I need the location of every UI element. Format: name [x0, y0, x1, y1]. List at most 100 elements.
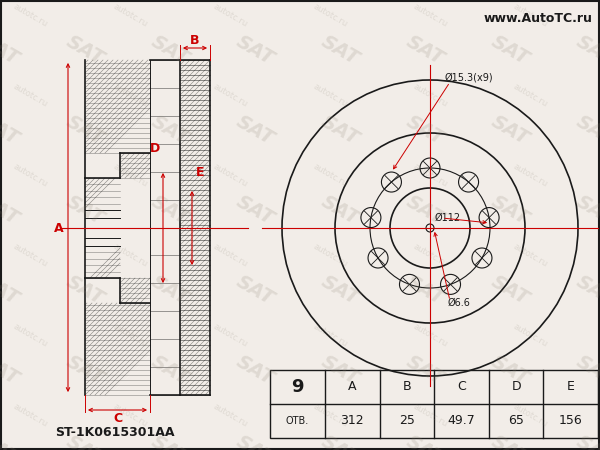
- Text: SAT: SAT: [0, 192, 22, 228]
- Text: 156: 156: [559, 414, 583, 428]
- Text: autotc.ru: autotc.ru: [211, 81, 249, 108]
- Text: 9: 9: [291, 378, 304, 396]
- Text: autotc.ru: autotc.ru: [211, 322, 249, 348]
- Text: SAT: SAT: [488, 272, 532, 308]
- Text: SAT: SAT: [0, 32, 22, 68]
- Text: SAT: SAT: [573, 112, 600, 148]
- Text: E: E: [196, 166, 204, 180]
- Text: D: D: [150, 141, 160, 154]
- Text: SAT: SAT: [318, 272, 362, 308]
- Text: A: A: [348, 381, 356, 393]
- Text: SAT: SAT: [233, 32, 277, 68]
- Text: 25: 25: [399, 414, 415, 428]
- Text: autotc.ru: autotc.ru: [211, 162, 249, 189]
- Text: autotc.ru: autotc.ru: [11, 242, 49, 269]
- Text: autotc.ru: autotc.ru: [11, 322, 49, 348]
- Text: SAT: SAT: [403, 112, 447, 148]
- Text: Ø6.6: Ø6.6: [448, 298, 471, 308]
- Text: autotc.ru: autotc.ru: [211, 242, 249, 269]
- Text: autotc.ru: autotc.ru: [511, 81, 549, 108]
- Text: autotc.ru: autotc.ru: [211, 1, 249, 28]
- Text: 65: 65: [508, 414, 524, 428]
- Text: autotc.ru: autotc.ru: [511, 1, 549, 28]
- Text: autotc.ru: autotc.ru: [411, 242, 449, 269]
- Text: SAT: SAT: [233, 432, 277, 450]
- Text: autotc.ru: autotc.ru: [11, 401, 49, 428]
- Text: SAT: SAT: [488, 32, 532, 68]
- Text: SAT: SAT: [233, 112, 277, 148]
- Text: SAT: SAT: [0, 112, 22, 148]
- Text: SAT: SAT: [233, 272, 277, 308]
- Text: SAT: SAT: [318, 32, 362, 68]
- Text: SAT: SAT: [318, 112, 362, 148]
- Text: SAT: SAT: [0, 272, 22, 308]
- Text: Ø15.3(x9): Ø15.3(x9): [445, 72, 494, 82]
- Text: SAT: SAT: [63, 192, 107, 228]
- Text: autotc.ru: autotc.ru: [311, 1, 349, 28]
- Text: SAT: SAT: [148, 432, 192, 450]
- Text: SAT: SAT: [488, 432, 532, 450]
- Text: C: C: [113, 413, 122, 426]
- Text: autotc.ru: autotc.ru: [111, 401, 149, 428]
- Text: C: C: [457, 381, 466, 393]
- Text: autotc.ru: autotc.ru: [111, 81, 149, 108]
- Text: SAT: SAT: [573, 272, 600, 308]
- Text: SAT: SAT: [403, 192, 447, 228]
- Text: SAT: SAT: [488, 192, 532, 228]
- Text: D: D: [511, 381, 521, 393]
- Text: SAT: SAT: [403, 351, 447, 388]
- Text: autotc.ru: autotc.ru: [411, 81, 449, 108]
- Text: autotc.ru: autotc.ru: [11, 162, 49, 189]
- Text: SAT: SAT: [148, 351, 192, 388]
- Text: autotc.ru: autotc.ru: [411, 322, 449, 348]
- Text: SAT: SAT: [573, 32, 600, 68]
- Text: autotc.ru: autotc.ru: [111, 322, 149, 348]
- Text: B: B: [403, 381, 411, 393]
- Text: autotc.ru: autotc.ru: [511, 401, 549, 428]
- Text: autotc.ru: autotc.ru: [511, 322, 549, 348]
- Text: SAT: SAT: [148, 32, 192, 68]
- Text: SAT: SAT: [63, 272, 107, 308]
- Text: autotc.ru: autotc.ru: [511, 162, 549, 189]
- Text: autotc.ru: autotc.ru: [511, 242, 549, 269]
- Text: SAT: SAT: [403, 272, 447, 308]
- Text: SAT: SAT: [0, 351, 22, 388]
- Text: 312: 312: [340, 414, 364, 428]
- Text: SAT: SAT: [148, 192, 192, 228]
- Text: autotc.ru: autotc.ru: [411, 1, 449, 28]
- Text: SAT: SAT: [573, 192, 600, 228]
- Text: 49.7: 49.7: [448, 414, 475, 428]
- Text: autotc.ru: autotc.ru: [311, 162, 349, 189]
- Text: A: A: [54, 221, 64, 234]
- Text: SAT: SAT: [148, 272, 192, 308]
- Text: SAT: SAT: [403, 432, 447, 450]
- Text: autotc.ru: autotc.ru: [311, 81, 349, 108]
- Text: SAT: SAT: [573, 432, 600, 450]
- Text: autotc.ru: autotc.ru: [111, 1, 149, 28]
- Text: SAT: SAT: [318, 432, 362, 450]
- Text: autotc.ru: autotc.ru: [11, 1, 49, 28]
- Text: B: B: [190, 35, 200, 48]
- Text: SAT: SAT: [573, 351, 600, 388]
- Text: autotc.ru: autotc.ru: [411, 401, 449, 428]
- Text: autotc.ru: autotc.ru: [211, 401, 249, 428]
- Text: SAT: SAT: [318, 351, 362, 388]
- Text: SAT: SAT: [488, 351, 532, 388]
- Text: SAT: SAT: [63, 112, 107, 148]
- Text: autotc.ru: autotc.ru: [411, 162, 449, 189]
- Text: ST-1K0615301AA: ST-1K0615301AA: [55, 426, 175, 438]
- Text: SAT: SAT: [233, 192, 277, 228]
- Text: autotc.ru: autotc.ru: [111, 162, 149, 189]
- Text: E: E: [567, 381, 575, 393]
- Text: autotc.ru: autotc.ru: [311, 322, 349, 348]
- Text: SAT: SAT: [318, 192, 362, 228]
- Text: www.AutoTC.ru: www.AutoTC.ru: [483, 12, 592, 25]
- Text: SAT: SAT: [63, 351, 107, 388]
- Text: SAT: SAT: [0, 432, 22, 450]
- Text: SAT: SAT: [148, 112, 192, 148]
- Text: autotc.ru: autotc.ru: [311, 242, 349, 269]
- Text: autotc.ru: autotc.ru: [311, 401, 349, 428]
- Text: autotc.ru: autotc.ru: [111, 242, 149, 269]
- Text: SAT: SAT: [63, 432, 107, 450]
- Bar: [270, 370, 598, 438]
